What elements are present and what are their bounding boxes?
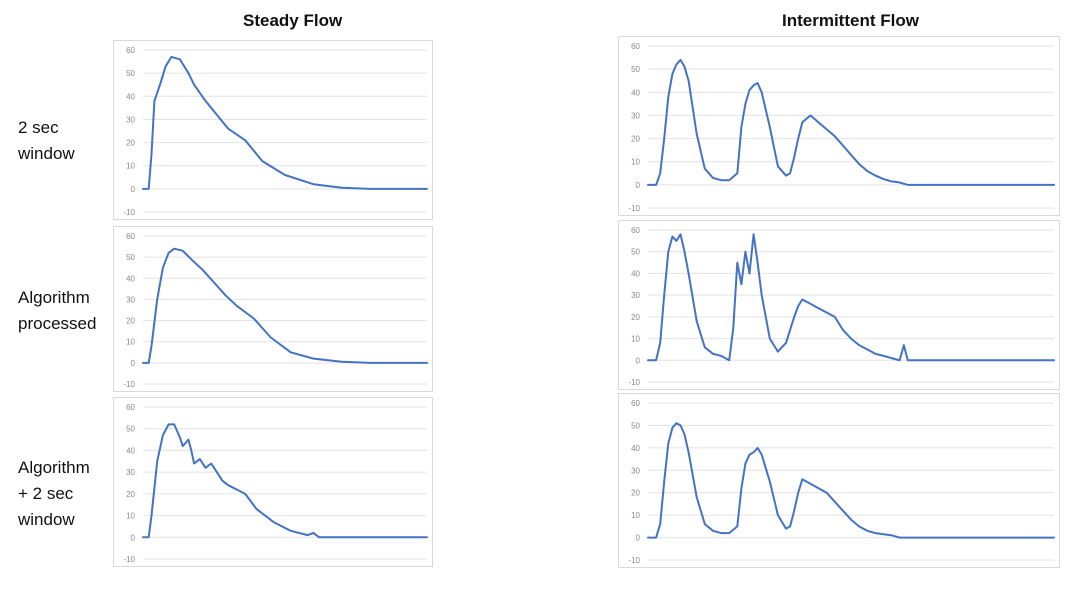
y-tick-label: 30 [126,468,135,477]
y-tick-label: 10 [126,512,135,521]
y-tick-label: 60 [631,42,640,51]
y-tick-label: -10 [123,380,135,389]
y-tick-label: 50 [631,65,640,74]
y-tick-label: 0 [131,359,136,368]
y-tick-label: 0 [636,356,641,365]
y-tick-label: 0 [131,185,136,194]
y-tick-label: 60 [126,46,135,55]
chart-frame [618,36,1060,216]
series-line-0 [142,423,428,539]
y-tick-label: -10 [123,208,135,217]
chart-intermittent-2sec: -10 0 10 20 30 40 50 60 [618,36,1060,216]
y-tick-label: 40 [631,269,640,278]
y-tick-label: 50 [631,421,640,430]
row-label-algorithm: Algorithm processed [18,288,97,333]
y-tick-label: 50 [126,69,135,78]
chart-steady-algorithm-2sec: -10 0 10 20 30 40 50 60 [113,397,433,567]
column-title-steady: Steady Flow [243,11,343,30]
y-tick-label: 30 [631,291,640,300]
y-tick-label: 40 [126,274,135,283]
series-line-0 [142,55,428,190]
y-tick-label: 10 [126,338,135,347]
y-tick-label: -10 [628,556,640,565]
y-tick-label: 30 [631,111,640,120]
y-tick-label: 10 [126,162,135,171]
column-title-intermittent: Intermittent Flow [782,11,919,30]
y-tick-label: -10 [628,204,640,213]
y-tick-label: 60 [631,399,640,408]
chart-intermittent-algorithm: -10 0 10 20 30 40 50 60 [618,220,1060,390]
chart-frame [113,226,433,392]
y-tick-label: 20 [631,135,640,144]
y-tick-label: 0 [636,534,641,543]
y-tick-label: 0 [131,533,136,542]
y-tick-label: 50 [126,425,135,434]
y-tick-label: 20 [631,489,640,498]
series-line-0 [647,422,1055,539]
y-tick-label: -10 [123,555,135,564]
y-tick-label: 20 [126,490,135,499]
y-tick-label: 40 [631,444,640,453]
y-tick-label: 50 [631,248,640,257]
y-tick-label: 40 [126,446,135,455]
series-line-0 [142,247,428,364]
y-tick-label: 10 [631,511,640,520]
y-tick-label: 20 [631,313,640,322]
chart-frame [618,393,1060,568]
chart-frame [618,220,1060,390]
chart-steady-2sec: -10 0 10 20 30 40 50 60 [113,40,433,220]
y-tick-label: 30 [126,295,135,304]
y-tick-label: 60 [631,226,640,235]
chart-intermittent-algorithm-2sec: -10 0 10 20 30 40 50 60 [618,393,1060,568]
y-tick-label: 40 [126,92,135,101]
series-line-0 [647,58,1055,186]
y-tick-label: 40 [631,88,640,97]
y-tick-label: 60 [126,232,135,241]
chart-frame [113,40,433,220]
y-tick-label: 10 [631,335,640,344]
row-label-2sec: 2 sec window [18,118,75,163]
y-tick-label: 20 [126,139,135,148]
y-tick-label: 60 [126,403,135,412]
row-label-algorithm-2sec: Algorithm + 2 sec window [18,458,90,529]
y-tick-label: 30 [631,466,640,475]
y-tick-label: 50 [126,253,135,262]
y-tick-label: 20 [126,317,135,326]
y-tick-label: -10 [628,378,640,387]
chart-frame [113,397,433,567]
chart-steady-algorithm: -10 0 10 20 30 40 50 60 [113,226,433,392]
y-tick-label: 0 [636,181,641,190]
y-tick-label: 10 [631,158,640,167]
series-line-0 [647,233,1055,362]
y-tick-label: 30 [126,115,135,124]
